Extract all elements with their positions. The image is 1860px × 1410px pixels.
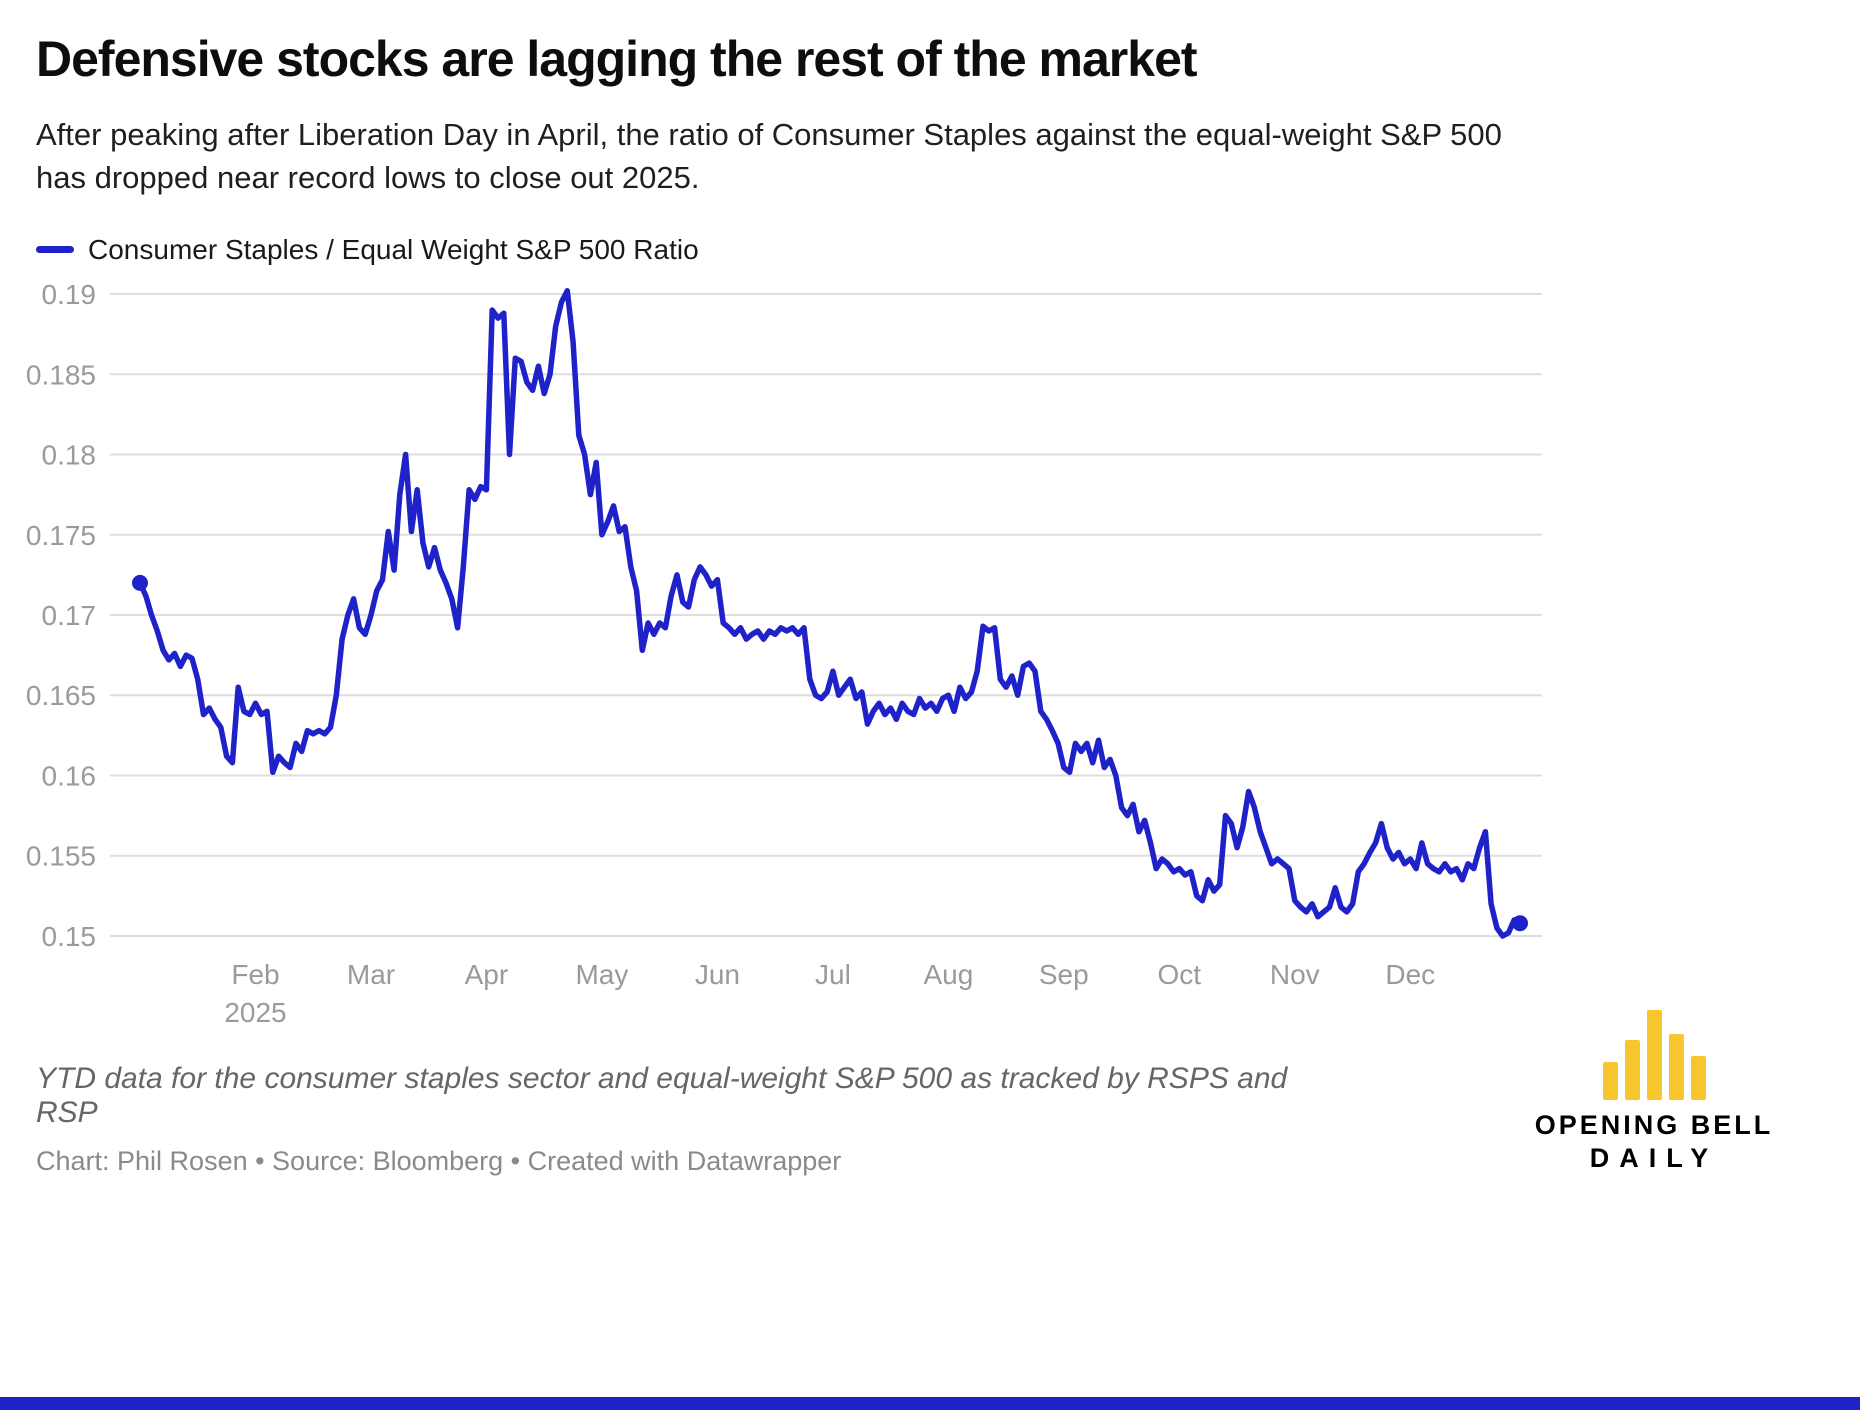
svg-text:0.18: 0.18 [42,439,97,470]
svg-text:0.155: 0.155 [26,840,96,871]
chart-footer: YTD data for the consumer staples sector… [36,1009,1824,1410]
svg-text:Aug: Aug [923,959,973,990]
svg-text:0.165: 0.165 [26,680,96,711]
svg-text:Sep: Sep [1039,959,1089,990]
bar-chart-logo-icon [1504,1008,1804,1100]
svg-text:0.17: 0.17 [42,600,97,631]
svg-text:Dec: Dec [1385,959,1435,990]
legend-label: Consumer Staples / Equal Weight S&P 500 … [88,233,699,265]
svg-text:May: May [575,959,628,990]
legend-line-swatch-icon [36,246,74,254]
svg-text:Apr: Apr [465,959,509,990]
svg-text:0.15: 0.15 [42,921,97,952]
chart-subtitle: After peaking after Liberation Day in Ap… [36,117,1502,195]
svg-text:Mar: Mar [347,959,395,990]
svg-text:0.16: 0.16 [42,760,97,791]
credit-line: Chart: Phil Rosen • Source: Bloomberg • … [36,1145,842,1176]
opening-bell-daily-logo: OPENING BELL DAILY [1504,1008,1804,1174]
svg-text:0.175: 0.175 [26,519,96,550]
svg-text:0.19: 0.19 [42,279,97,310]
footnote: YTD data for the consumer staples sector… [36,1061,1288,1129]
chart-title: Defensive stocks are lagging the rest of… [36,31,1198,87]
bottom-accent-bar [0,1397,1860,1410]
svg-text:Jun: Jun [695,959,740,990]
svg-text:Jul: Jul [815,959,851,990]
logo-text-line1: OPENING BELL [1534,1109,1774,1140]
svg-text:Nov: Nov [1270,959,1320,990]
legend: Consumer Staples / Equal Weight S&P 500 … [36,234,1824,266]
svg-text:0.185: 0.185 [26,359,96,390]
line-chart: 0.19 0.185 0.18 0.175 0.17 0.165 0.16 0.155 0.15… [26,279,1542,1028]
logo-text-line2: DAILY [1589,1142,1719,1173]
svg-text:Oct: Oct [1158,959,1202,990]
svg-text:2025: 2025 [224,997,286,1028]
svg-text:Feb: Feb [231,959,279,990]
